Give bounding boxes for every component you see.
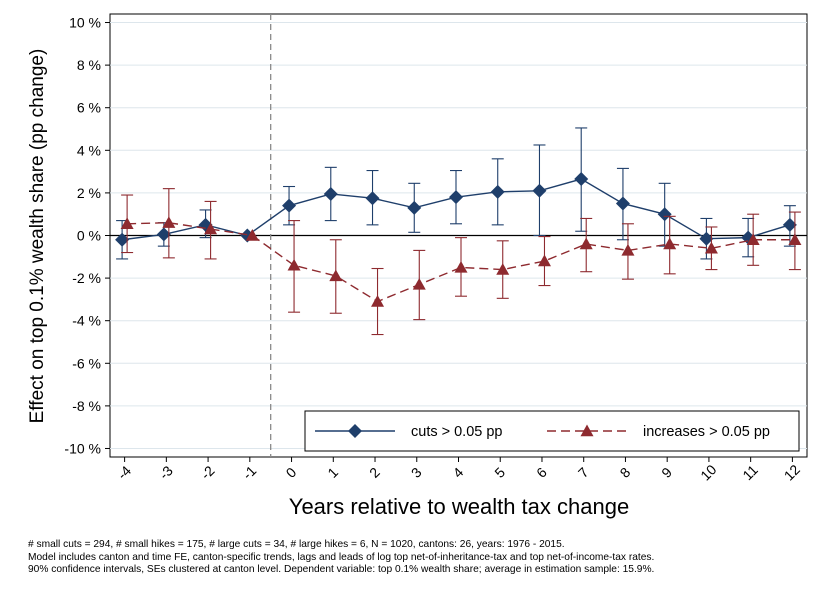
data-point bbox=[579, 237, 593, 250]
data-point bbox=[448, 190, 463, 205]
data-point bbox=[490, 184, 505, 199]
data-point bbox=[412, 277, 426, 290]
y-tick-label: -8 % bbox=[72, 398, 101, 414]
legend-label: increases > 0.05 pp bbox=[643, 424, 770, 440]
x-tick-label: 4 bbox=[450, 464, 467, 481]
data-point bbox=[532, 183, 547, 198]
legend: cuts > 0.05 pp increases > 0.05 pp bbox=[304, 410, 800, 452]
x-tick-label: 10 bbox=[697, 461, 719, 483]
data-point bbox=[162, 216, 176, 228]
data-point bbox=[782, 217, 797, 232]
data-point bbox=[699, 231, 714, 246]
series-line bbox=[127, 222, 795, 303]
x-tick-label: 0 bbox=[283, 464, 300, 481]
x-tick-label: 11 bbox=[739, 462, 761, 484]
x-axis: -4 -3 -2 -1 0 1 2 3 4 5 6 7 8 9 10 11 12 bbox=[114, 457, 803, 484]
x-tick-label: -4 bbox=[114, 462, 134, 482]
y-tick-label: 0 % bbox=[77, 228, 101, 244]
series-increases bbox=[120, 188, 802, 336]
footnotes: # small cuts = 294, # small hikes = 175,… bbox=[28, 539, 654, 577]
footnote-line-2: Model includes canton and time FE, canto… bbox=[28, 551, 655, 563]
x-tick-label: -3 bbox=[156, 462, 176, 482]
y-axis: -10 % -8 % -6 % -4 % -2 % 0 % 2 % 4 % 6 % 8 % 10 % bbox=[64, 15, 110, 456]
x-tick-label: -1 bbox=[239, 462, 259, 482]
y-axis-label: Effect on top 0.1% wealth share (pp chan… bbox=[27, 49, 48, 424]
x-tick-label: 5 bbox=[491, 464, 508, 481]
y-tick-label: 6 % bbox=[77, 100, 101, 116]
y-tick-label: -2 % bbox=[72, 270, 101, 286]
reference-lines bbox=[110, 14, 807, 457]
data-point bbox=[496, 263, 510, 275]
x-tick-label: 7 bbox=[575, 464, 592, 481]
data-point bbox=[657, 207, 672, 222]
data-point bbox=[454, 260, 468, 273]
footnote-line-1: # small cuts = 294, # small hikes = 175,… bbox=[28, 539, 565, 550]
y-tick-label: 4 % bbox=[77, 142, 101, 158]
x-tick-label: -2 bbox=[197, 462, 217, 482]
data-point bbox=[115, 232, 130, 247]
data-point bbox=[323, 186, 338, 201]
data-point bbox=[621, 243, 635, 256]
data-point bbox=[329, 269, 343, 282]
x-tick-label: 6 bbox=[533, 464, 550, 481]
data-point bbox=[156, 227, 171, 242]
data-point bbox=[788, 233, 802, 245]
data-point bbox=[574, 172, 589, 187]
data-point bbox=[204, 222, 218, 235]
legend-marker bbox=[348, 424, 362, 438]
y-tick-label: -4 % bbox=[72, 313, 101, 329]
y-tick-label: -6 % bbox=[72, 355, 101, 371]
legend-marker bbox=[580, 424, 594, 437]
data-point bbox=[365, 191, 380, 206]
data-point bbox=[704, 241, 718, 254]
data-point bbox=[746, 233, 760, 245]
legend-label: cuts > 0.05 pp bbox=[411, 424, 503, 440]
data-point bbox=[407, 200, 422, 215]
data-point bbox=[663, 237, 677, 250]
data-point bbox=[282, 198, 297, 213]
data-point bbox=[371, 295, 385, 307]
x-tick-label: 3 bbox=[408, 464, 425, 481]
x-tick-label: 8 bbox=[616, 464, 633, 481]
data-point bbox=[615, 196, 630, 211]
data-point bbox=[245, 229, 259, 241]
y-tick-label: 10 % bbox=[69, 15, 101, 31]
y-tick-label: 8 % bbox=[77, 57, 101, 73]
data-point bbox=[120, 217, 134, 229]
y-tick-label: -10 % bbox=[64, 440, 101, 456]
series-group bbox=[115, 127, 802, 336]
x-tick-label: 2 bbox=[366, 464, 383, 481]
x-tick-label: 1 bbox=[324, 464, 341, 481]
x-tick-label: 12 bbox=[781, 461, 803, 483]
footnote-line-3: 90% confidence intervals, SEs clustered … bbox=[28, 564, 655, 575]
data-point bbox=[537, 254, 551, 267]
y-tick-label: 2 % bbox=[77, 185, 101, 201]
x-tick-label: 9 bbox=[658, 464, 675, 481]
chart: -10 % -8 % -6 % -4 % -2 % 0 % 2 % 4 % 6 % 8 % 10 %… bbox=[27, 13, 808, 519]
x-axis-label: Years relative to wealth tax change bbox=[289, 494, 629, 519]
data-point bbox=[287, 258, 301, 271]
